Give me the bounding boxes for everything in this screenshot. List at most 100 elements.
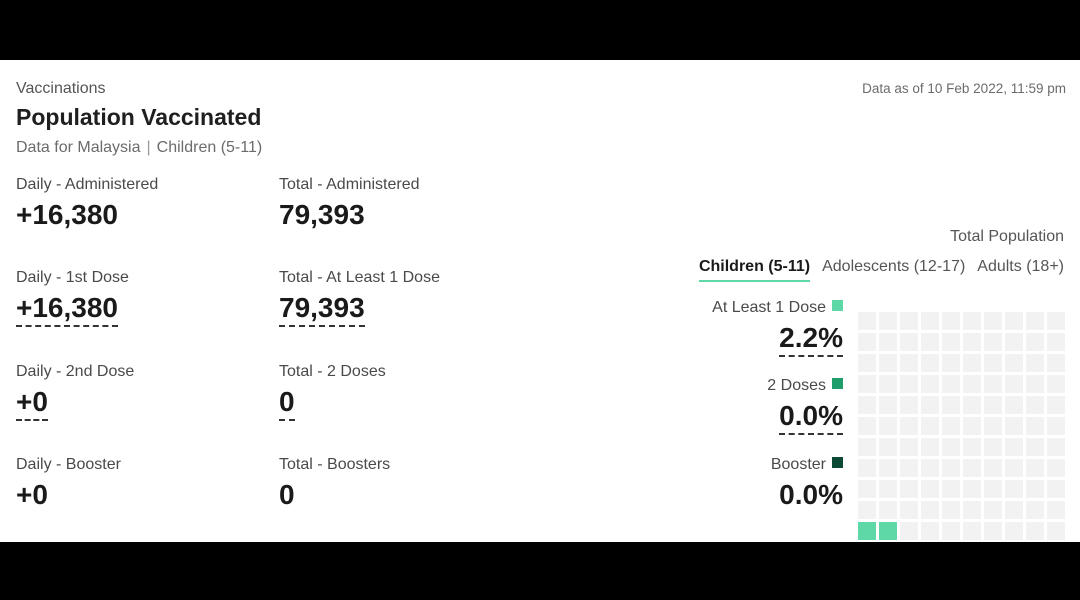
- waffle-cell: [942, 333, 960, 351]
- waffle-cell: [984, 501, 1002, 519]
- stat-value[interactable]: +0: [16, 385, 48, 421]
- waffle-cell: [984, 522, 1002, 540]
- waffle-cell: [942, 417, 960, 435]
- waffle-cell: [963, 396, 981, 414]
- population-waffle-chart: [858, 312, 1065, 540]
- waffle-cell: [900, 333, 918, 351]
- stat-total-administered: Total - Administered 79,393: [279, 176, 420, 232]
- waffle-cell: [1026, 396, 1044, 414]
- legend-label: Booster: [770, 456, 826, 473]
- stat-total-2-doses: Total - 2 Doses 0: [279, 363, 386, 421]
- waffle-cell: [879, 501, 897, 519]
- waffle-cell: [1005, 417, 1023, 435]
- waffle-cell: [921, 501, 939, 519]
- waffle-cell: [1047, 522, 1065, 540]
- waffle-cell: [1026, 501, 1044, 519]
- waffle-cell: [879, 459, 897, 477]
- waffle-cell: [900, 354, 918, 372]
- waffle-cell: [858, 417, 876, 435]
- waffle-cell: [984, 480, 1002, 498]
- waffle-cell: [1005, 333, 1023, 351]
- waffle-cell: [1047, 417, 1065, 435]
- waffle-cell-filled: [858, 522, 876, 540]
- waffle-cell: [858, 438, 876, 456]
- stat-label: Daily - Administered: [16, 176, 159, 193]
- vaccination-card: Vaccinations Population Vaccinated Data …: [0, 60, 1080, 542]
- waffle-cell: [1047, 354, 1065, 372]
- waffle-cell: [921, 417, 939, 435]
- waffle-cell: [1026, 333, 1044, 351]
- waffle-cell: [963, 480, 981, 498]
- waffle-cell: [942, 438, 960, 456]
- waffle-cell: [942, 480, 960, 498]
- waffle-cell: [1005, 375, 1023, 393]
- waffle-cell: [858, 501, 876, 519]
- stat-value[interactable]: 79,393: [279, 291, 365, 327]
- stat-total-at-least-1-dose: Total - At Least 1 Dose 79,393: [279, 269, 440, 327]
- tab-children[interactable]: Children (5-11): [698, 258, 811, 282]
- waffle-cell: [900, 312, 918, 330]
- waffle-cell: [858, 312, 876, 330]
- stat-label: Total - Administered: [279, 176, 420, 193]
- waffle-cell: [858, 375, 876, 393]
- stat-label: Daily - 1st Dose: [16, 269, 129, 286]
- waffle-cell: [942, 375, 960, 393]
- waffle-cell: [900, 459, 918, 477]
- age-group-tabs: Children (5-11) Adolescents (12-17) Adul…: [698, 258, 1064, 282]
- waffle-cell: [900, 522, 918, 540]
- stat-label: Daily - Booster: [16, 456, 121, 473]
- waffle-cell: [963, 417, 981, 435]
- waffle-cell: [984, 333, 1002, 351]
- data-as-of: Data as of 10 Feb 2022, 11:59 pm: [862, 81, 1066, 96]
- legend-swatch: [832, 378, 843, 389]
- waffle-cell: [1047, 459, 1065, 477]
- legend-at-least-1-dose: At Least 1 Dose 2.2%: [712, 299, 843, 357]
- waffle-cell: [1005, 312, 1023, 330]
- waffle-cell: [984, 375, 1002, 393]
- waffle-cell: [963, 438, 981, 456]
- waffle-cell: [1047, 438, 1065, 456]
- waffle-cell: [963, 459, 981, 477]
- waffle-cell: [1026, 312, 1044, 330]
- subtitle: Data for Malaysia | Children (5-11): [16, 139, 262, 157]
- waffle-cell: [942, 312, 960, 330]
- waffle-cell: [921, 480, 939, 498]
- waffle-cell: [1026, 459, 1044, 477]
- waffle-cell: [900, 438, 918, 456]
- stat-daily-booster: Daily - Booster +0: [16, 456, 121, 512]
- waffle-cell: [879, 333, 897, 351]
- waffle-cell: [879, 438, 897, 456]
- stat-label: Total - Boosters: [279, 456, 391, 473]
- legend-booster: Booster 0.0%: [771, 456, 843, 512]
- waffle-cell: [1047, 375, 1065, 393]
- waffle-cell: [963, 501, 981, 519]
- waffle-cell: [900, 501, 918, 519]
- legend-swatch: [832, 457, 843, 468]
- stat-value[interactable]: 0: [279, 385, 295, 421]
- waffle-cell: [900, 375, 918, 393]
- waffle-cell: [1047, 480, 1065, 498]
- subtitle-group: Children (5-11): [156, 139, 263, 156]
- waffle-cell: [921, 459, 939, 477]
- page-title: Population Vaccinated: [16, 104, 262, 130]
- waffle-cell: [942, 354, 960, 372]
- waffle-cell: [942, 459, 960, 477]
- waffle-cell: [900, 480, 918, 498]
- waffle-cell: [858, 480, 876, 498]
- waffle-cell: [858, 459, 876, 477]
- legend-value[interactable]: 2.2%: [779, 321, 843, 357]
- tab-adults[interactable]: Adults (18+): [977, 258, 1064, 275]
- stat-daily-1st-dose: Daily - 1st Dose +16,380: [16, 269, 129, 327]
- stat-label: Total - 2 Doses: [279, 363, 386, 380]
- legend-value[interactable]: 0.0%: [779, 399, 843, 435]
- waffle-cell: [1005, 522, 1023, 540]
- section-eyebrow: Vaccinations: [16, 80, 106, 97]
- waffle-cell: [879, 480, 897, 498]
- waffle-cell: [1026, 480, 1044, 498]
- waffle-cell: [963, 522, 981, 540]
- stat-value[interactable]: +16,380: [16, 291, 118, 327]
- waffle-cell: [984, 396, 1002, 414]
- tab-adolescents[interactable]: Adolescents (12-17): [822, 258, 966, 275]
- waffle-cell: [984, 354, 1002, 372]
- waffle-cell: [1005, 501, 1023, 519]
